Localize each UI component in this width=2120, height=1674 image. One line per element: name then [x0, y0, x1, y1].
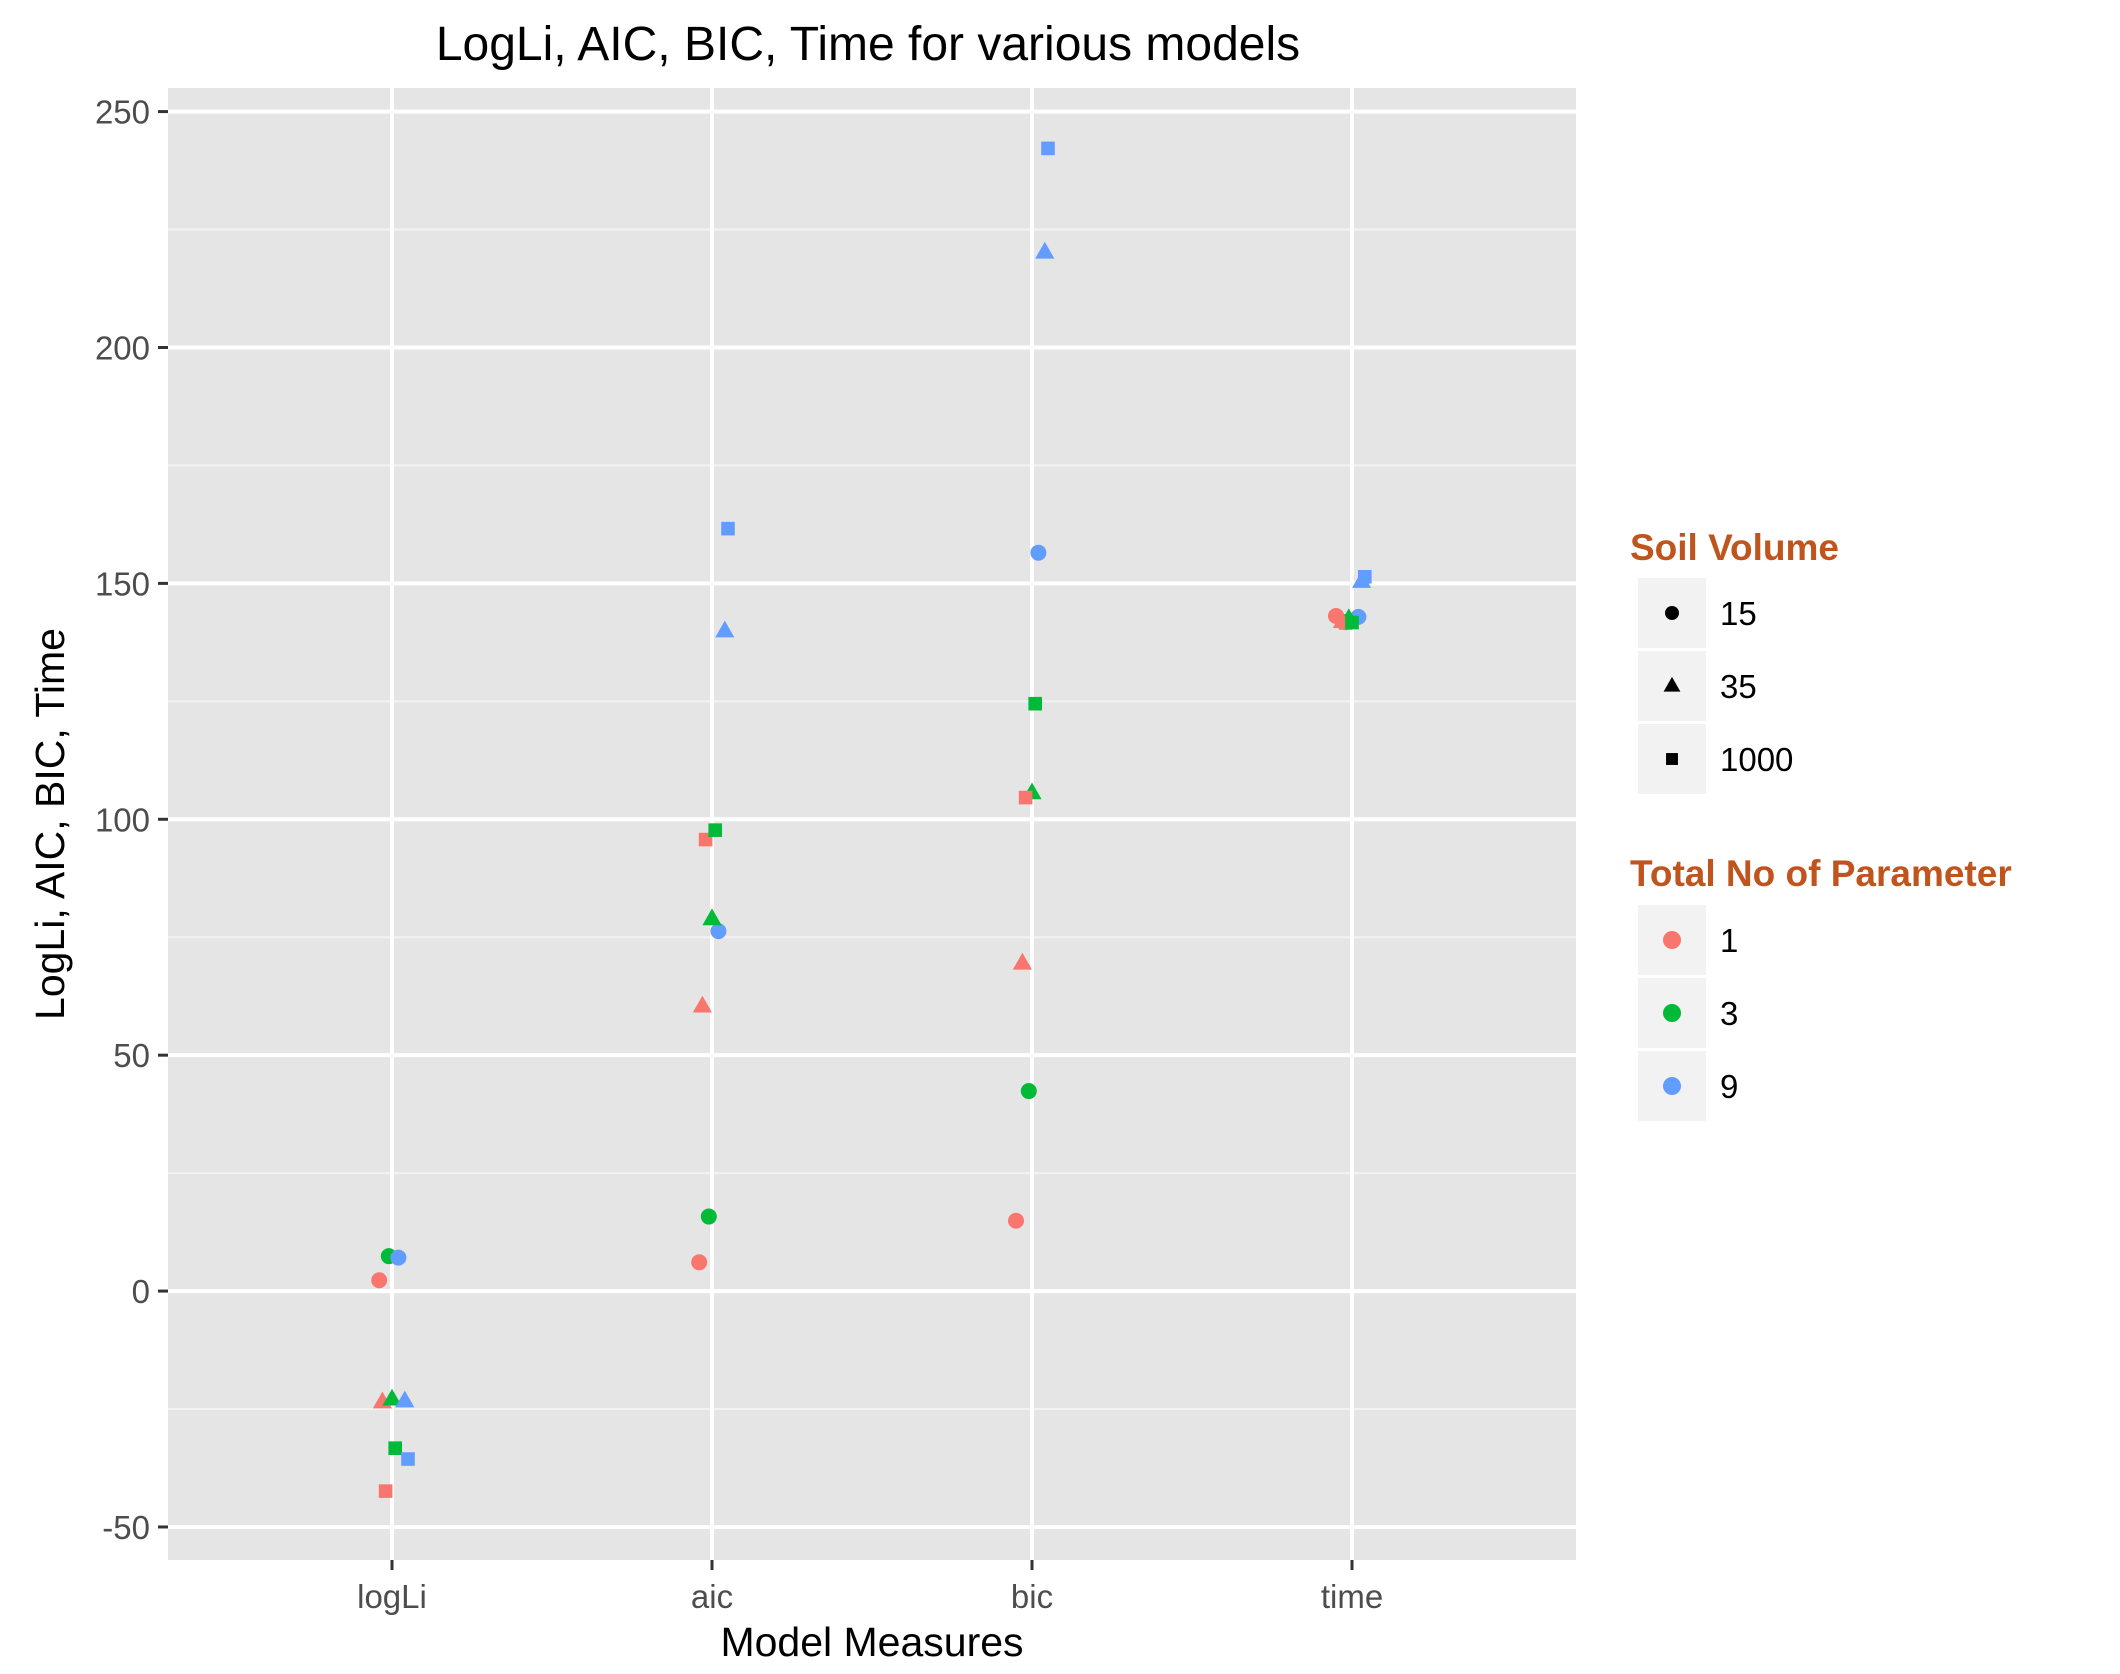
data-point: [1020, 1083, 1037, 1100]
axes: -50 0 50 100 150 200 250 logLi aic bic time: [95, 94, 1383, 1615]
plot-panel: [168, 88, 1576, 1560]
legend-soil-volume: Soil Volume 15 35 1000: [1630, 527, 1839, 794]
legend-label: 35: [1720, 668, 1757, 705]
data-point: [715, 620, 735, 638]
data-point: [721, 521, 735, 536]
data-point: [1035, 241, 1055, 259]
legend-soil-volume-keys: 15 35 1000: [1638, 578, 1793, 794]
data-point: [1345, 615, 1359, 630]
data-point: [710, 923, 727, 940]
legend-key-square: [1666, 753, 1678, 765]
y-tick-label: 100: [95, 801, 150, 838]
data-points: [371, 141, 1372, 1498]
data-point: [1018, 790, 1033, 805]
data-point: [708, 823, 722, 837]
y-tick-label: 0: [132, 1273, 150, 1310]
x-tick-label: logLi: [357, 1578, 427, 1615]
legend-parameter-keys: 1 3 9: [1638, 905, 1738, 1121]
legend-key-triangle: [1663, 676, 1681, 692]
data-point: [382, 1388, 402, 1406]
data-point: [700, 1208, 717, 1225]
chart-title: LogLi, AIC, BIC, Time for various models: [436, 18, 1300, 71]
legend-key-circle: [1663, 1077, 1681, 1095]
legend-label: 15: [1720, 595, 1757, 632]
legend-soil-volume-title: Soil Volume: [1630, 527, 1839, 568]
data-point: [388, 1441, 402, 1455]
x-tick-label: bic: [1011, 1578, 1053, 1615]
legend-label: 1: [1720, 922, 1738, 959]
y-tick-label: 150: [95, 565, 150, 602]
data-point: [378, 1484, 393, 1498]
data-point: [371, 1272, 388, 1289]
data-point: [1012, 952, 1032, 970]
data-point: [692, 995, 712, 1013]
legend-label: 1000: [1720, 741, 1793, 778]
data-point: [390, 1249, 407, 1266]
y-tick-label: 200: [95, 329, 150, 366]
legend-label: 3: [1720, 995, 1738, 1032]
legend-total-no-of-parameter: Total No of Parameter 1 3 9: [1630, 853, 2012, 1121]
y-tick-label: 50: [113, 1037, 150, 1074]
legend-key-circle: [1663, 931, 1681, 949]
data-point: [395, 1390, 415, 1408]
data-point: [1030, 544, 1047, 561]
data-point: [401, 1452, 415, 1466]
data-point: [702, 908, 722, 926]
x-tick-label: aic: [691, 1578, 733, 1615]
data-point: [691, 1254, 708, 1271]
data-point: [1008, 1212, 1024, 1229]
x-tick-label: time: [1321, 1578, 1383, 1615]
legend-parameter-title: Total No of Parameter: [1630, 853, 2012, 894]
data-point: [1041, 141, 1055, 156]
legend-key-circle: [1663, 1004, 1681, 1022]
y-axis-title: LogLi, AIC, BIC, Time: [27, 628, 73, 1020]
legend-label: 9: [1720, 1068, 1738, 1105]
data-point: [1358, 569, 1372, 584]
y-tick-label: -50: [102, 1509, 150, 1546]
y-tick-label: 250: [95, 94, 150, 131]
data-point: [1028, 696, 1042, 711]
legend-key-circle: [1665, 606, 1679, 620]
x-axis-title: Model Measures: [720, 1619, 1023, 1665]
